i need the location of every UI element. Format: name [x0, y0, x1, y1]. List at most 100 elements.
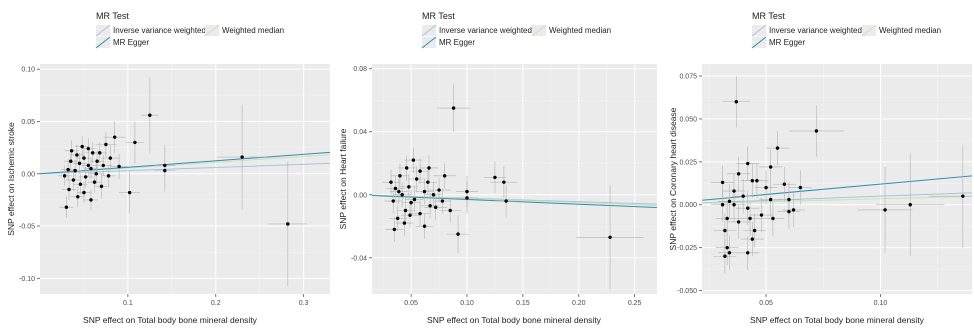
data-point — [725, 216, 729, 221]
legend-key-wm-line — [531, 24, 547, 37]
data-point — [82, 190, 86, 195]
legend-panel-1: MR Test Inverse variance weighted Weight… — [95, 11, 284, 49]
data-point — [422, 189, 427, 194]
data-point — [720, 203, 725, 207]
x-tick-label: 0.1 — [123, 300, 133, 307]
data-point — [908, 203, 912, 207]
legend-key-ivw-line — [751, 24, 767, 37]
data-point — [732, 203, 736, 207]
data-point — [746, 161, 750, 166]
data-point — [961, 194, 965, 198]
data-point — [80, 144, 84, 149]
scatter-panel-coronary-heart-disease: 0.05 0.10 -0.050 -0.025 0.000 0.025 0.050 0.075… — [668, 64, 972, 325]
legend-label-wm: Weighted median — [549, 26, 611, 35]
data-point — [798, 185, 803, 190]
y-tick-label: 0.050 — [679, 116, 697, 123]
legend-label-wm: Weighted median — [879, 26, 941, 35]
data-point — [456, 232, 460, 236]
data-point — [437, 188, 441, 192]
data-point — [431, 193, 436, 197]
data-point — [752, 228, 757, 233]
x-axis-label: SNP effect on Total body bone mineral de… — [427, 315, 602, 325]
legend-key-wm-line — [204, 24, 220, 37]
data-point — [99, 184, 104, 189]
legend-key-ivw-line — [95, 24, 111, 37]
data-point — [117, 164, 121, 169]
data-point — [408, 213, 412, 217]
x-tick-label: 0.10 — [460, 300, 474, 307]
x-tick-label: 0.15 — [516, 300, 530, 307]
data-point — [69, 159, 73, 163]
data-point — [73, 168, 77, 173]
data-point — [426, 180, 430, 184]
data-point — [66, 167, 70, 172]
legend-panel-2: MR Test Inverse variance weighted Weight… — [421, 11, 611, 49]
data-point — [104, 142, 108, 147]
data-point — [448, 208, 452, 213]
data-point — [393, 186, 398, 191]
data-point — [746, 206, 750, 210]
data-point — [755, 179, 759, 183]
y-tick-label: -0.05 — [19, 224, 35, 231]
data-point — [286, 222, 290, 226]
data-point — [77, 161, 82, 166]
data-point — [883, 208, 887, 212]
data-point — [504, 199, 508, 203]
data-point — [163, 168, 167, 173]
y-tick-label: 0.000 — [679, 202, 697, 209]
data-point — [434, 205, 438, 210]
data-point — [78, 182, 83, 186]
y-tick-label: -0.025 — [677, 245, 697, 252]
data-point — [398, 174, 402, 178]
y-tick-label: -0.10 — [19, 276, 35, 283]
legend-key-egger-line — [421, 36, 437, 49]
data-point — [787, 197, 791, 202]
data-point — [86, 146, 91, 151]
data-point — [465, 196, 469, 200]
data-point — [133, 140, 137, 145]
data-point — [62, 174, 67, 178]
data-point — [493, 175, 497, 180]
data-point — [75, 153, 79, 157]
x-tick-label: 0.25 — [628, 300, 642, 307]
y-tick-label: 0.00 — [353, 192, 367, 199]
data-point — [392, 227, 397, 232]
data-point — [76, 195, 80, 199]
legend-label-ivw: Inverse variance weighted — [113, 26, 206, 35]
data-point — [782, 182, 787, 186]
legend-panel-3: MR Test Inverse variance weighted Weight… — [751, 11, 941, 49]
regression-line — [372, 194, 657, 209]
y-tick-label: 0.025 — [679, 159, 697, 166]
data-point — [67, 187, 71, 192]
data-point — [391, 199, 395, 203]
data-point — [404, 166, 409, 170]
data-point — [608, 235, 612, 239]
data-point — [428, 204, 432, 208]
y-axis-label: SNP effect on Coronary heart disease — [668, 107, 678, 250]
data-point — [127, 190, 132, 195]
x-tick-label: 0.10 — [874, 300, 888, 307]
data-point — [108, 156, 113, 160]
data-point — [69, 149, 74, 153]
data-point — [163, 163, 167, 168]
legend-title: MR Test — [752, 11, 785, 21]
data-point — [791, 208, 796, 212]
x-axis-label: SNP effect on Total body bone mineral de… — [83, 315, 258, 325]
plot-area — [372, 84, 657, 290]
y-axis-label: SNP effect on Ischemic stroke — [6, 122, 16, 236]
data-point — [89, 166, 93, 171]
regression-line — [702, 192, 972, 204]
data-point — [775, 146, 780, 150]
y-axis-label: SNP effect on Heart failure — [338, 128, 348, 229]
data-point — [727, 251, 732, 255]
legend-key-ivw-line — [421, 24, 437, 37]
data-point — [768, 165, 773, 169]
legend-label-wm: Weighted median — [222, 26, 284, 35]
data-point — [411, 158, 416, 162]
legend-key-egger-line — [751, 36, 767, 49]
y-tick-label: 0.04 — [353, 129, 367, 136]
data-point — [442, 174, 447, 178]
x-tick-label: 0.3 — [299, 300, 309, 307]
data-point — [64, 205, 69, 209]
data-point — [422, 224, 427, 228]
